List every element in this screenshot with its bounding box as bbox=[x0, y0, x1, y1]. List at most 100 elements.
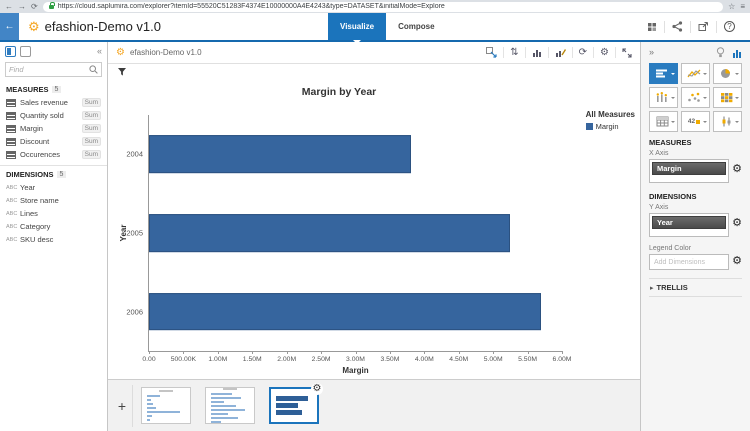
thumb-bar bbox=[147, 407, 157, 409]
dropdown-caret-icon[interactable] bbox=[703, 121, 707, 125]
tab-compose[interactable]: Compose bbox=[398, 22, 435, 31]
chart-type-scatter[interactable] bbox=[681, 87, 710, 108]
chart-type-horizontal-bar[interactable] bbox=[649, 63, 678, 84]
measure-row[interactable]: Margin Sum bbox=[0, 122, 107, 135]
legend-color-feed-box[interactable]: Add Dimensions bbox=[649, 254, 730, 270]
legend-color-settings-gear-icon[interactable]: ⚙ bbox=[732, 255, 742, 267]
find-input[interactable] bbox=[9, 65, 89, 74]
app-header: ← ⚙ efashion-Demo v1.0 Visualize Compose… bbox=[0, 13, 750, 44]
chart-type-combo[interactable] bbox=[649, 87, 678, 108]
trellis-label: TRELLIS bbox=[656, 283, 688, 292]
bookmark-star-icon[interactable]: ☆ bbox=[728, 1, 736, 11]
refresh-icon[interactable]: ⟳ bbox=[578, 46, 588, 58]
measure-row[interactable]: Occurences Sum bbox=[0, 148, 107, 161]
chart-type-numeric-point[interactable]: 42 bbox=[681, 111, 710, 132]
filter-funnel-icon[interactable] bbox=[117, 67, 127, 77]
trellis-section[interactable]: ▸ TRELLIS bbox=[649, 278, 742, 297]
thumb-bar bbox=[211, 421, 221, 423]
address-bar[interactable]: https://cloud.saplumira.com/explorer?ite… bbox=[42, 1, 724, 12]
facet-view-icon[interactable] bbox=[20, 46, 31, 57]
chart-bar[interactable] bbox=[149, 292, 542, 331]
dropdown-caret-icon[interactable] bbox=[671, 121, 675, 125]
dimension-label: SKU desc bbox=[20, 235, 54, 244]
thumb-gear-icon[interactable]: ⚙ bbox=[311, 383, 323, 395]
sort-icon[interactable]: ⇅ bbox=[510, 46, 519, 58]
measure-icon bbox=[6, 150, 16, 159]
x-axis-tick bbox=[389, 351, 391, 354]
chart-type-heatmap[interactable] bbox=[713, 87, 742, 108]
thumb-bar bbox=[211, 405, 236, 407]
dropdown-caret-icon[interactable] bbox=[671, 73, 675, 77]
dropdown-caret-icon[interactable] bbox=[671, 97, 675, 101]
maximize-icon[interactable] bbox=[622, 47, 632, 58]
panel-dimensions-title: DIMENSIONS bbox=[649, 192, 697, 201]
viz-thumbnail[interactable] bbox=[205, 387, 255, 424]
y-category-label: 2005 bbox=[126, 228, 143, 238]
find-box[interactable] bbox=[5, 62, 102, 77]
expand-panel-icon[interactable]: » bbox=[649, 47, 655, 57]
measures-title: MEASURES bbox=[6, 85, 49, 94]
tab-visualize[interactable]: Visualize bbox=[328, 13, 387, 44]
measure-row[interactable]: Sales revenue Sum bbox=[0, 96, 107, 109]
dimension-row[interactable]: ABC Store name bbox=[0, 194, 107, 207]
chart-type-crosstab[interactable] bbox=[649, 111, 678, 132]
dropdown-caret-icon[interactable] bbox=[703, 73, 707, 77]
y-axis-token[interactable]: Year bbox=[652, 216, 727, 229]
x-axis-feed-box[interactable]: Margin bbox=[649, 159, 730, 183]
measure-icon bbox=[6, 111, 16, 120]
chart-type-pie[interactable] bbox=[713, 63, 742, 84]
divider bbox=[132, 384, 133, 427]
thumb-bar bbox=[211, 401, 225, 403]
dimension-label: Store name bbox=[20, 196, 59, 205]
help-icon[interactable]: ? bbox=[717, 21, 742, 32]
viz-thumbnail[interactable]: ⚙ bbox=[269, 383, 323, 424]
x-axis-settings-gear-icon[interactable]: ⚙ bbox=[732, 163, 742, 175]
numeric-point-icon: 42 bbox=[685, 118, 703, 125]
visualization-tools-icon[interactable] bbox=[732, 48, 742, 58]
chart-values-icon[interactable] bbox=[532, 48, 542, 58]
aggregation-badge: Sum bbox=[81, 150, 101, 159]
back-button[interactable]: ← bbox=[0, 13, 19, 40]
chart-type-boxplot[interactable] bbox=[713, 111, 742, 132]
dimension-row[interactable]: ABC SKU desc bbox=[0, 233, 107, 246]
chart-type-line[interactable] bbox=[681, 63, 710, 84]
x-axis-tick bbox=[286, 351, 288, 354]
dropdown-caret-icon[interactable] bbox=[735, 73, 739, 77]
measure-row[interactable]: Discount Sum bbox=[0, 135, 107, 148]
dimension-row[interactable]: ABC Lines bbox=[0, 207, 107, 220]
chart-bar-row: 2004 bbox=[126, 115, 562, 194]
share-icon[interactable] bbox=[665, 21, 690, 32]
add-visualization-button[interactable]: + bbox=[117, 397, 127, 414]
chart-bar[interactable] bbox=[149, 135, 411, 174]
x-axis-tick bbox=[149, 351, 150, 354]
settings-gear-icon[interactable]: ⚙ bbox=[600, 46, 609, 58]
measure-row[interactable]: Quantity sold Sum bbox=[0, 109, 107, 122]
chart-bar[interactable] bbox=[149, 214, 511, 252]
browser-back-icon[interactable]: ← bbox=[5, 1, 13, 11]
chart-edit-icon[interactable] bbox=[555, 48, 566, 58]
browser-menu-icon[interactable]: ≡ bbox=[740, 1, 745, 11]
dimension-row[interactable]: ABC Category bbox=[0, 220, 107, 233]
viz-thumbnail[interactable] bbox=[141, 387, 191, 424]
thumb-bar bbox=[147, 419, 151, 421]
y-axis-feed-box[interactable]: Year bbox=[649, 213, 730, 237]
dataset-grid-icon[interactable] bbox=[640, 22, 664, 32]
dropdown-caret-icon[interactable] bbox=[703, 97, 707, 101]
dropdown-caret-icon[interactable] bbox=[735, 121, 739, 125]
dropdown-caret-icon[interactable] bbox=[735, 97, 739, 101]
thumb-bar bbox=[211, 409, 246, 411]
browser-reload-icon[interactable]: ⟳ bbox=[31, 1, 38, 11]
browser-forward-icon[interactable]: → bbox=[18, 1, 26, 11]
dimension-row[interactable]: ABC Year bbox=[0, 181, 107, 194]
suggestion-bulb-icon[interactable] bbox=[716, 47, 725, 58]
url-text[interactable]: https://cloud.saplumira.com/explorer?ite… bbox=[57, 3, 445, 10]
y-axis-settings-gear-icon[interactable]: ⚙ bbox=[732, 217, 742, 229]
object-list-view-icon[interactable] bbox=[5, 46, 16, 57]
select-mode-icon[interactable] bbox=[486, 47, 497, 58]
visualization-gallery: + ⚙ bbox=[108, 379, 640, 431]
crosstab-icon bbox=[653, 116, 671, 127]
x-axis-token[interactable]: Margin bbox=[652, 162, 727, 175]
export-icon[interactable] bbox=[691, 21, 716, 32]
collapse-sidebar-icon[interactable]: « bbox=[96, 46, 102, 56]
